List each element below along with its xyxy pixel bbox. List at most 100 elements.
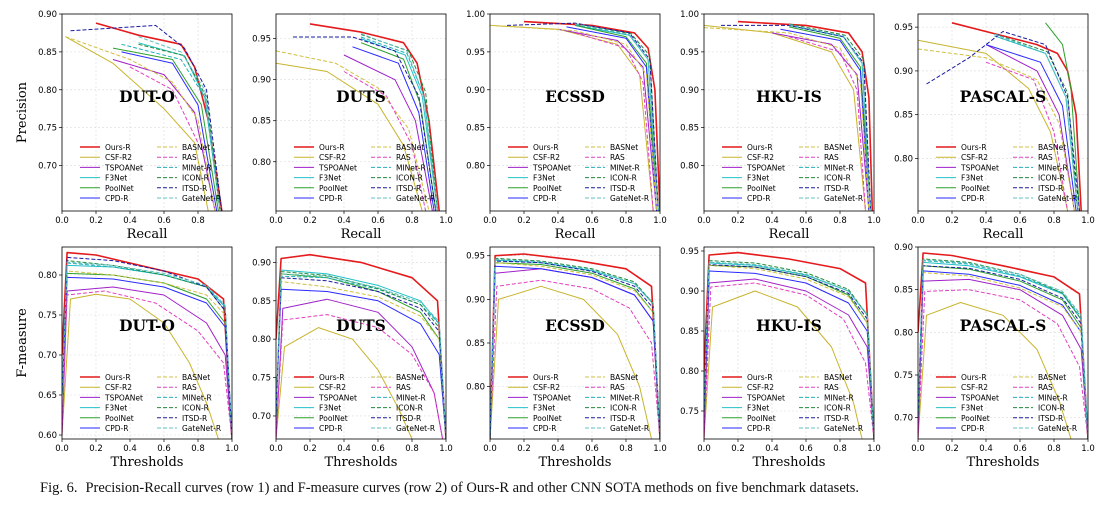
y-tick-label: 0.75 [38,311,57,321]
series-line-icon-r [994,33,1079,211]
legend-label-icon-r: ICON-R [1038,174,1065,183]
series-line-tspoanet [112,59,216,211]
series-line-cpd-r [566,26,658,211]
y-tick-label: 0.95 [252,35,271,45]
x-tick-label: 0.0 [483,444,497,454]
x-axis-label: Thresholds [325,455,398,470]
chart-pr-ecssd: 0.0 0.2 0.4 0.6 0.8 1.0 0.80 0.85 0.90 0.95 1.00 Re… [466,10,667,242]
series-group [276,23,440,211]
series-line-poolnet [788,26,872,211]
legend-label-minet-r: MINet-R [1038,393,1068,402]
series-line-ras [62,290,232,439]
series-line-itsd-r [926,31,1080,211]
legend-label-f3net: F3Net [105,404,127,413]
legend-label-gatenet-r: GateNet-R [182,424,221,433]
legend-label-gatenet-r: GateNet-R [182,194,221,203]
x-tick-label: 0.2 [89,216,103,226]
legend-label-poolnet: PoolNet [961,414,990,423]
series-line-poolnet [574,24,659,211]
legend-label-ras: RAS [1038,383,1053,392]
series-line-ours-r [523,20,660,211]
series-line-basnet [918,48,1075,211]
legend-label-gatenet-r: GateNet-R [1038,424,1077,433]
x-tick-label: 0.8 [1047,444,1061,454]
y-tick-label: 0.70 [252,412,271,422]
series-line-tspoanet [771,32,870,211]
legend-label-icon-r: ICON-R [182,404,209,413]
legend-label-basnet: BASNet [610,373,638,382]
series-line-ours-r [490,253,660,439]
y-tick-label: 0.85 [466,124,485,134]
legend-label-ours-r: Ours-R [961,143,987,152]
legend-label-poolnet: PoolNet [105,414,134,423]
legend-label-poolnet: PoolNet [533,184,562,193]
x-axis-label: Recall [127,227,168,242]
series-line-cpd-r [121,51,218,211]
legend-label-tspoanet: TSPOANet [532,163,571,172]
x-tick-label: 0.0 [911,444,925,454]
x-tick-label: 1.0 [225,444,239,454]
series-line-gatenet-r [704,261,874,439]
legend-label-basnet: BASNet [396,373,424,382]
y-tick-label: 0.85 [680,124,699,134]
series-line-gatenet-r [138,36,221,211]
series-line-basnet [276,50,430,211]
series-line-ours-r [951,22,1082,211]
y-tick-label: 0.80 [38,271,57,281]
legend-label-icon-r: ICON-R [824,174,851,183]
legend-label-csf-r2: CSF-R2 [747,153,774,162]
series-line-csf-r2 [490,285,652,439]
chart-pr-duts: 0.0 0.2 0.4 0.6 0.8 1.0 0.80 0.85 0.90 0.95 Recall… [252,13,453,242]
legend-label-tspoanet: TSPOANet [532,393,571,402]
series-line-poolnet [1045,22,1080,211]
x-tick-label: 0.4 [551,444,565,454]
series-group [490,253,660,439]
chart-pr-dut-o: 0.0 0.2 0.4 0.6 0.8 0.70 0.75 0.80 0.85 0.90 Recal… [15,10,233,242]
series-line-f3net [994,35,1079,211]
x-tick-label: 1.0 [867,216,881,226]
x-tick-label: 0.8 [833,444,847,454]
series-line-ours-r [704,251,874,439]
legend-label-cpd-r: CPD-R [105,424,128,433]
x-tick-label: 0.2 [303,216,317,226]
y-tick-label: 0.90 [38,10,57,20]
series-line-cpd-r [985,44,1077,211]
legend-label-basnet: BASNet [1038,373,1066,382]
series-line-basnet [65,36,216,211]
series-group [65,22,223,211]
legend-label-csf-r2: CSF-R2 [961,383,988,392]
y-tick-label: 0.90 [466,295,485,305]
legend-label-minet-r: MINet-R [182,163,212,172]
legend-label-tspoanet: TSPOANet [746,163,785,172]
x-tick-label: 0.2 [945,216,959,226]
legend-label-icon-r: ICON-R [824,404,851,413]
legend-label-minet-r: MINet-R [396,393,426,402]
dataset-title: ECSSD [545,87,605,106]
legend-label-csf-r2: CSF-R2 [319,383,346,392]
legend-label-itsd-r: ITSD-R [182,184,207,193]
x-tick-label: 1.0 [653,444,667,454]
x-tick-label: 0.4 [765,216,779,226]
series-line-ours-r [918,252,1088,439]
series-line-tspoanet [343,54,433,211]
legend-label-ours-r: Ours-R [319,143,345,152]
y-tick-label: 0.90 [466,86,485,96]
series-line-csf-r2 [276,327,413,439]
legend-label-csf-r2: CSF-R2 [319,153,346,162]
legend-label-gatenet-r: GateNet-R [610,424,649,433]
series-line-csf-r2 [918,39,1069,211]
legend-label-gatenet-r: GateNet-R [824,194,863,203]
dataset-title: DUT-O [119,316,175,335]
y-tick-label: 0.85 [894,111,913,121]
legend-label-csf-r2: CSF-R2 [961,153,988,162]
y-tick-label: 0.90 [894,67,913,77]
legend-label-icon-r: ICON-R [396,404,423,413]
legend-label-itsd-r: ITSD-R [182,414,207,423]
plot-frame [61,13,233,212]
legend-label-csf-r2: CSF-R2 [747,383,774,392]
x-axis-label: Recall [341,227,382,242]
series-line-csf-r2 [65,36,209,211]
plot-frame [61,246,233,440]
y-tick-label: 0.95 [680,48,699,58]
